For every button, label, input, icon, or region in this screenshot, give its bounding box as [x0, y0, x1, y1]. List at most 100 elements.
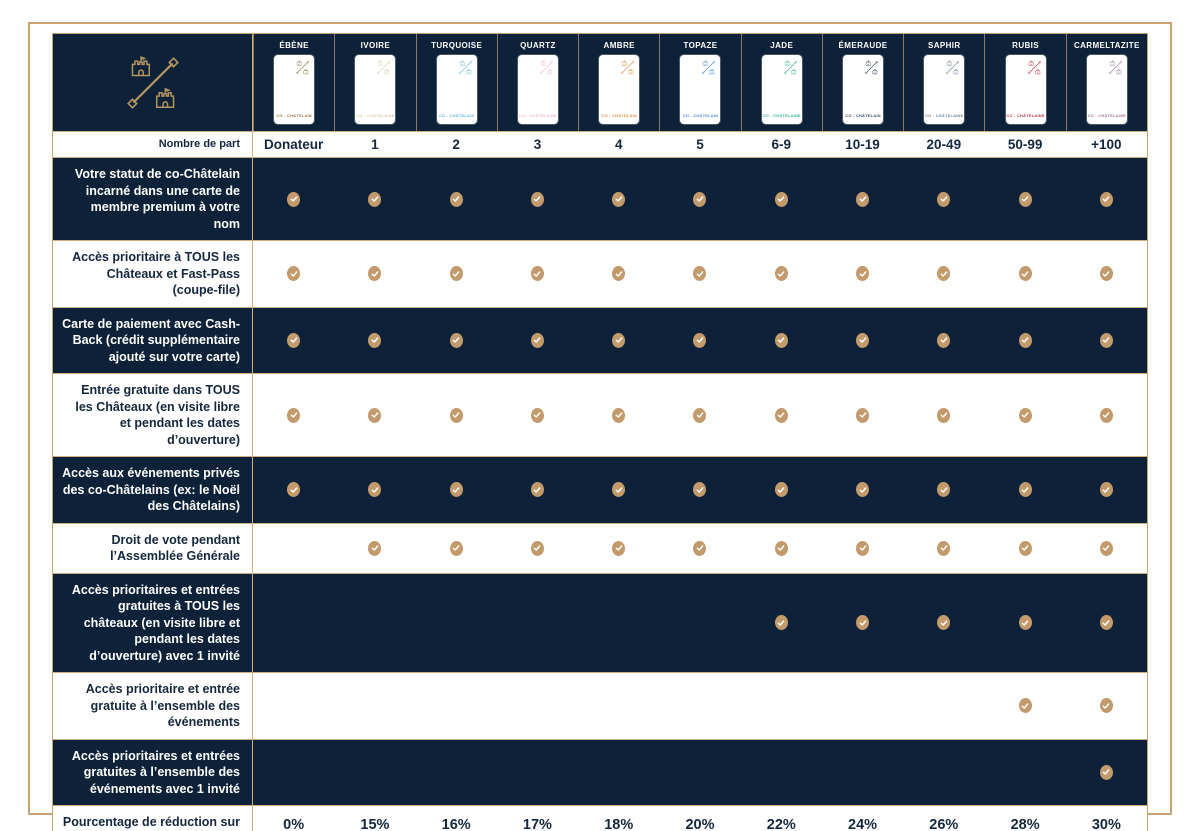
card-emblem-icon	[539, 60, 554, 75]
benefit-cell-jade	[741, 524, 822, 573]
tier-column-saphir: SAPHIR CO - CHÂTELAINE	[903, 34, 984, 131]
member-card-topaze: CO - CHÂTELAIN	[680, 55, 721, 124]
benefit-cell-jade	[741, 158, 822, 240]
check-icon	[856, 615, 870, 631]
brand-logo-cell	[53, 34, 253, 131]
tier-name-label: SAPHIR	[927, 41, 961, 50]
benefit-cell-quartz	[497, 241, 578, 307]
benefit-cell-saphir	[903, 158, 984, 240]
check-icon	[693, 482, 707, 498]
benefit-cell-turquoise	[416, 524, 497, 573]
benefit-cell-carmeltazite: 30%	[1066, 806, 1147, 831]
benefit-cell-ivoire: 15%	[334, 806, 415, 831]
benefit-cell-ebene	[253, 457, 334, 523]
check-icon	[530, 407, 544, 423]
check-icon	[774, 482, 788, 498]
check-icon	[612, 407, 626, 423]
tier-column-ivoire: IVOIRE CO - CHÂTELAINE	[334, 34, 415, 131]
check-icon	[1099, 191, 1113, 207]
benefit-row-10: Pourcentage de réduction sur présentatio…	[53, 805, 1147, 831]
benefit-cell-topaze	[659, 673, 740, 739]
tier-column-jade: JADE CO - CHÂTELAINE	[740, 34, 822, 131]
benefit-cell-saphir	[903, 308, 984, 374]
member-card-rubis: CO - CHÂTELAINE	[1005, 55, 1046, 124]
benefit-cell-rubis	[984, 740, 1065, 806]
benefit-cell-rubis	[984, 673, 1065, 739]
benefit-cell-ivoire	[334, 457, 415, 523]
benefit-cell-ambre	[578, 574, 659, 673]
benefit-label: Pourcentage de réduction sur présentatio…	[53, 806, 253, 831]
member-card-saphir: CO - CHÂTELAINE	[924, 55, 965, 124]
discount-value: 17%	[522, 817, 552, 831]
benefit-cell-ambre	[578, 740, 659, 806]
card-emblem-icon	[701, 60, 716, 75]
benefit-cell-emeraude	[822, 374, 903, 456]
card-title: CO - CHÂTELAINE	[925, 113, 964, 118]
benefit-cell-emeraude	[822, 457, 903, 523]
benefit-cell-ivoire	[334, 524, 415, 573]
shares-cell-ivoire: 1	[334, 132, 415, 157]
card-emblem-icon	[376, 60, 391, 75]
card-emblem-icon	[783, 60, 798, 75]
card-title: CO - CHÂTELAIN	[276, 113, 312, 118]
check-icon	[1099, 266, 1113, 282]
check-icon	[774, 191, 788, 207]
benefit-cell-emeraude	[822, 158, 903, 240]
benefit-cell-quartz	[497, 457, 578, 523]
tier-column-quartz: QUARTZ CO - CHÂTELAINE	[496, 34, 578, 131]
benefit-cell-carmeltazite	[1066, 457, 1147, 523]
benefit-cell-quartz	[497, 574, 578, 673]
check-icon	[530, 332, 544, 348]
benefit-cell-carmeltazite	[1066, 673, 1147, 739]
benefit-cell-saphir: 26%	[903, 806, 984, 831]
benefit-cell-rubis	[984, 574, 1065, 673]
tier-column-rubis: RUBIS CO - CHÂTELAINE	[984, 34, 1065, 131]
benefit-cell-jade	[741, 374, 822, 456]
benefit-cell-turquoise	[416, 308, 497, 374]
benefit-cell-quartz	[497, 673, 578, 739]
card-title: CO - CHÂTELAINE	[518, 113, 558, 118]
benefit-cell-quartz: 17%	[497, 806, 578, 831]
check-icon	[937, 266, 951, 282]
shares-cell-ambre: 4	[578, 132, 659, 157]
check-icon	[774, 615, 788, 631]
benefit-cell-emeraude	[822, 241, 903, 307]
check-icon	[287, 332, 301, 348]
benefit-cell-emeraude: 24%	[822, 806, 903, 831]
benefit-cell-carmeltazite	[1066, 158, 1147, 240]
benefit-cell-ebene: 0%	[253, 806, 334, 831]
check-icon	[287, 191, 301, 207]
benefit-cell-jade	[741, 241, 822, 307]
check-icon	[774, 407, 788, 423]
check-icon	[693, 266, 707, 282]
check-icon	[1018, 615, 1032, 631]
discount-value: 24%	[848, 817, 878, 831]
member-card-jade: CO - CHÂTELAINE	[761, 55, 802, 124]
card-title: CO - CHÂTELAINE	[356, 113, 395, 118]
benefit-cell-ambre	[578, 241, 659, 307]
benefit-cell-emeraude	[822, 574, 903, 673]
tier-column-turquoise: TURQUOISE CO - CHÂTELAIN	[415, 34, 497, 131]
benefit-cell-saphir	[903, 241, 984, 307]
benefit-label: Droit de vote pendant l’Assemblée Généra…	[53, 523, 253, 573]
card-title: CO - CHÂTELAIN	[438, 113, 475, 118]
tier-name-label: TURQUOISE	[431, 41, 483, 50]
tier-column-ebene: ÉBÈNE CO - CHÂTELAIN	[253, 34, 334, 131]
benefit-row-7: Accès prioritaires et entrées gratuites …	[53, 572, 1147, 673]
membership-comparison-table: ÉBÈNE CO - CHÂTELAIN IVOIRE CO - CHÂTELAINE…	[52, 33, 1148, 831]
discount-value: 15%	[360, 817, 390, 831]
benefit-label: Accès prioritaires et entrées gratuites …	[53, 739, 253, 805]
benefit-cell-saphir	[903, 374, 984, 456]
benefit-cell-topaze	[659, 374, 740, 456]
benefit-cell-ebene	[253, 673, 334, 739]
check-icon	[1099, 540, 1113, 556]
benefit-cell-carmeltazite	[1066, 308, 1147, 374]
benefit-cell-jade	[741, 574, 822, 673]
check-icon	[612, 540, 626, 556]
discount-value: 18%	[604, 817, 634, 831]
check-icon	[693, 540, 707, 556]
member-card-quartz: CO - CHÂTELAINE	[517, 55, 558, 124]
tier-name-label: CARMELTAZITE	[1073, 41, 1140, 50]
check-icon	[449, 191, 463, 207]
benefit-cell-saphir	[903, 457, 984, 523]
